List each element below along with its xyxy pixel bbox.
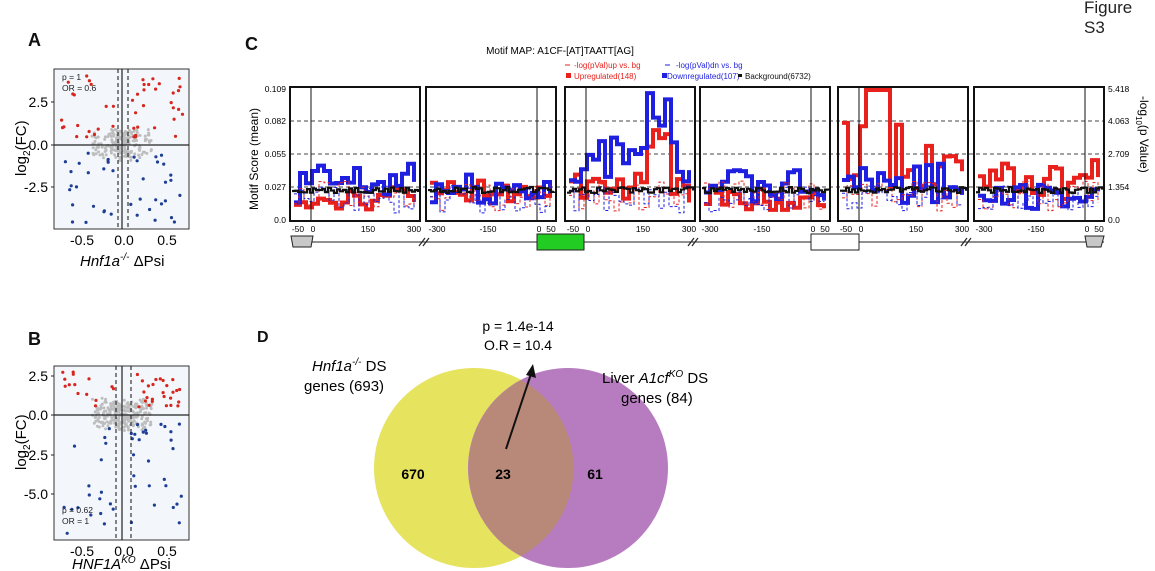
legend-background: Background(6732) (745, 72, 811, 81)
svg-text:0: 0 (586, 224, 591, 234)
venn-left-label-2: genes (693) (304, 378, 384, 395)
panel-a-xlabel: Hnf1a-/- ΔPsi (80, 252, 165, 270)
ytick-right: 4.063 (1108, 116, 1130, 126)
panel-a-ytick: 2.5 (29, 94, 49, 110)
panel-b-label: B (28, 329, 41, 349)
svg-text:300: 300 (682, 224, 696, 234)
panel-a-ytick: -2.5 (24, 179, 48, 195)
panel-a-ylabel: log2(FC) (13, 120, 33, 176)
panel-a-xtick: 0.0 (114, 232, 134, 248)
motif-exon-boundaries (310, 87, 1086, 221)
ytick-right: 0.0 (1108, 215, 1120, 225)
panel-b-xlabel: HNF1AKO ΔPsi (72, 555, 171, 571)
svg-text:0: 0 (811, 224, 816, 234)
panel-b-xtick: 0.0 (114, 543, 134, 559)
motif-lines (292, 88, 1104, 214)
svg-text:150: 150 (636, 224, 650, 234)
svg-text:-150: -150 (479, 224, 496, 234)
svg-text:-50: -50 (567, 224, 580, 234)
ytick-left: 0.027 (265, 182, 287, 192)
svg-text:0: 0 (311, 224, 316, 234)
motif-map-title: Motif MAP: A1CF-[AT]TAATT[AG] (486, 46, 634, 57)
venn-stat-p: p = 1.4e-14 (482, 318, 553, 334)
figure-title: Figure S3 (1084, 0, 1133, 37)
panel-c-motif-map: Motif MAP: A1CF-[AT]TAATT[AG] -log(pVal)… (247, 46, 1151, 251)
ytick-left: 0.0 (274, 215, 286, 225)
svg-text:-300: -300 (975, 224, 992, 234)
svg-text:-50: -50 (292, 224, 305, 234)
svg-text:-300: -300 (701, 224, 718, 234)
venn-right-label: Liver A1cfKO DS (602, 369, 708, 387)
svg-text:0: 0 (537, 224, 542, 234)
panel-a-stat-or: OR = 0.6 (62, 83, 97, 93)
svg-text:300: 300 (407, 224, 421, 234)
venn-only-right: 61 (587, 466, 603, 482)
venn-right-label-2: genes (84) (621, 390, 693, 407)
panel-b-stat-or: OR = 1 (62, 516, 89, 526)
panel-d-label: D (257, 329, 269, 346)
svg-text:50: 50 (1094, 224, 1104, 234)
svg-text:150: 150 (909, 224, 923, 234)
panel-a-ytick: 0.0 (29, 137, 49, 153)
ytick-left: 0.109 (265, 84, 287, 94)
panel-b-ylabel: log2(FC) (13, 414, 33, 470)
panel-a-volcano: p = 1 OR = 0.6 2.5 0.0 -2.5 -0.5 0.0 0.5… (13, 68, 190, 270)
panel-b-xtick: -0.5 (70, 543, 94, 559)
svg-text:-150: -150 (1027, 224, 1044, 234)
venn-overlap-count: 23 (495, 466, 511, 482)
panel-b-ytick: -2.5 (24, 447, 48, 463)
panel-b-volcano: p = 0.62 OR = 1 2.5 0.0 -2.5 -5.0 -0.5 0… (13, 365, 190, 571)
exon-grey-left (290, 235, 314, 248)
legend-up-pval: -log(pVal)up vs. bg (574, 61, 641, 70)
svg-text:0: 0 (1085, 224, 1090, 234)
panel-b-xtick: 0.5 (157, 543, 177, 559)
panel-a-xtick: -0.5 (70, 232, 94, 248)
legend-dn-pval: -log(pVal)dn vs. bg (676, 61, 743, 70)
svg-text:-300: -300 (428, 224, 445, 234)
ytick-left: 0.055 (265, 149, 287, 159)
exon-green (536, 233, 585, 251)
venn-only-left: 670 (401, 466, 425, 482)
panel-a-xtick: 0.5 (157, 232, 177, 248)
svg-text:-150: -150 (753, 224, 770, 234)
exon-white (810, 233, 860, 251)
svg-text:0: 0 (859, 224, 864, 234)
panel-a-stat-p: p = 1 (62, 72, 81, 82)
panel-b-ytick: -5.0 (24, 486, 48, 502)
panel-b-stat-p: p = 0.62 (62, 505, 93, 515)
svg-text:300: 300 (955, 224, 969, 234)
ytick-right: 5.418 (1108, 84, 1130, 94)
gene-model-track (290, 233, 1105, 251)
motif-xticks: -50 0 150 300 -300 -150 0 50 -50 0 150 3… (292, 224, 1104, 234)
panel-c-label: C (245, 34, 258, 54)
ytick-right: 2.709 (1108, 149, 1130, 159)
ytick-right: 1.354 (1108, 182, 1130, 192)
venn-stat-or: O.R = 10.4 (484, 337, 552, 353)
venn-left-label: Hnf1a-/- DS (312, 357, 387, 375)
panel-b-ytick: 2.5 (29, 368, 49, 384)
svg-text:50: 50 (546, 224, 556, 234)
svg-text:50: 50 (820, 224, 830, 234)
svg-text:-50: -50 (840, 224, 853, 234)
ytick-left: 0.082 (265, 116, 287, 126)
panel-a-label: A (28, 30, 41, 50)
svg-text:150: 150 (361, 224, 375, 234)
motif-ylabel-right: -log10(p Value) (1134, 96, 1151, 173)
venn-overlap (468, 380, 574, 556)
exon-grey-right (1084, 235, 1105, 248)
panel-b-ytick: 0.0 (29, 407, 49, 423)
axis-breaks (418, 237, 972, 247)
motif-ylabel-left: Motif Score (mean) (247, 108, 261, 210)
legend-down: Downregulated(107) (667, 72, 740, 81)
legend-up: Upregulated(148) (574, 72, 637, 81)
motif-panel-frames (289, 86, 1105, 222)
